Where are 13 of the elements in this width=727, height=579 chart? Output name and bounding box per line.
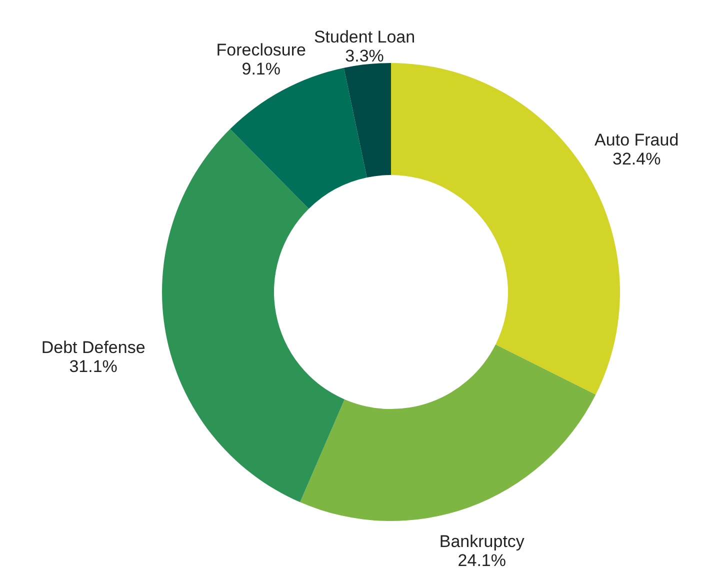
data-label: 24.1% xyxy=(458,551,506,570)
data-label: 9.1% xyxy=(242,59,280,78)
slice-label: Bankruptcy xyxy=(439,532,525,552)
donut-slice xyxy=(344,63,391,178)
data-label: 31.1% xyxy=(69,356,118,376)
slice-label: Foreclosure xyxy=(216,40,306,60)
data-label: 32.4% xyxy=(612,149,661,168)
data-label: 3.3% xyxy=(345,46,384,66)
donut-slice xyxy=(300,344,596,521)
slice-label: Auto Fraud xyxy=(594,130,679,150)
slice-label: Debt Defense xyxy=(41,338,146,357)
donut-slice xyxy=(162,129,345,502)
slice-label: Student Loan xyxy=(314,27,416,46)
